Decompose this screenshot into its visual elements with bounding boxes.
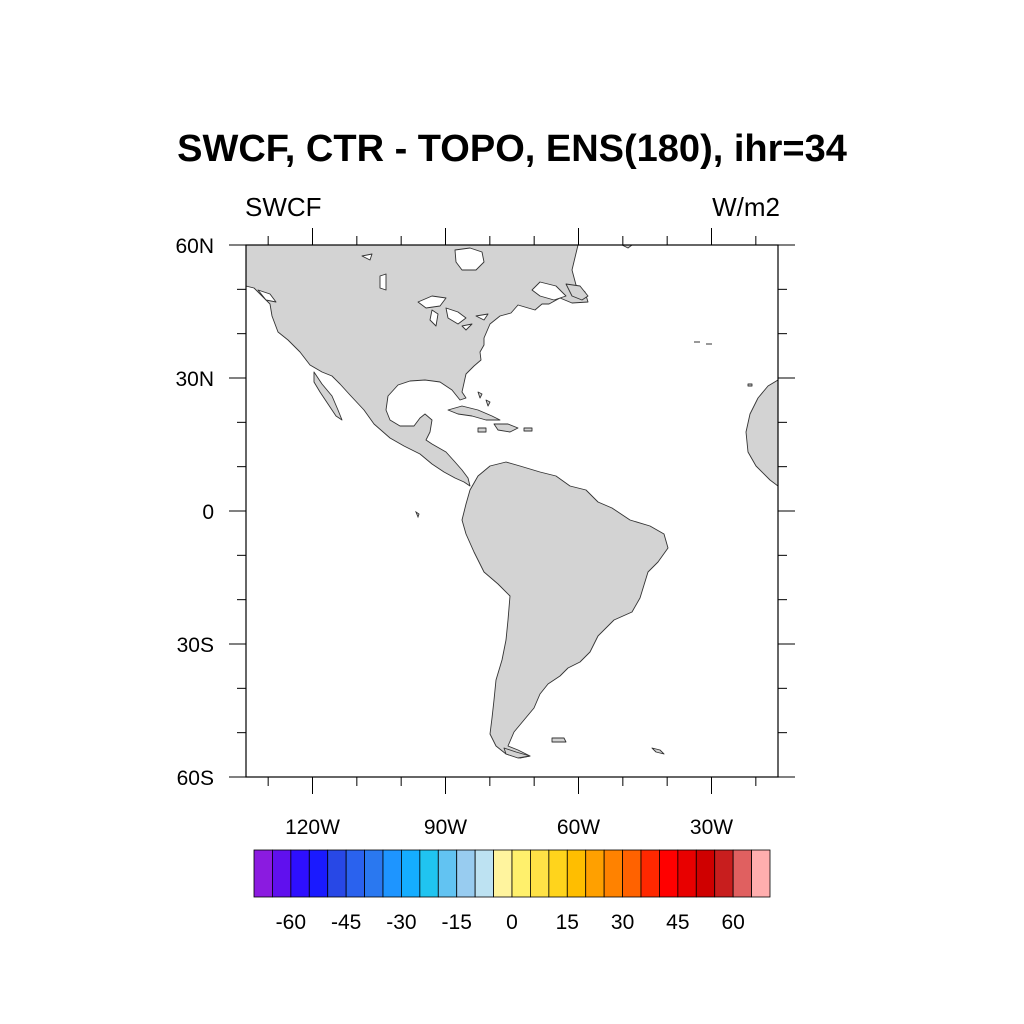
latitude-labels: 60N 30N 0 30S 60S <box>175 235 214 790</box>
colorbar-box <box>585 849 605 898</box>
colorbar-box <box>677 849 697 898</box>
landmass-bahamas <box>477 391 491 407</box>
colorbar-box <box>474 849 494 898</box>
landmass-tierra-del-fuego <box>503 747 531 759</box>
landmass-jamaica <box>477 427 487 433</box>
colorbar-box <box>640 849 660 898</box>
colorbar-box <box>419 849 439 898</box>
colorbar-box <box>364 849 384 898</box>
colorbar-label: -30 <box>386 911 416 934</box>
plot-title: SWCF, CTR - TOPO, ENS(180), ihr=34 <box>177 128 847 170</box>
colorbar-box <box>253 849 273 898</box>
colorbar-label: 60 <box>721 911 744 934</box>
colorbar-box <box>659 849 679 898</box>
landmass-newfoundland <box>565 283 589 301</box>
landmass-south-georgia <box>651 747 665 755</box>
colorbar-box <box>272 849 292 898</box>
colorbar-box <box>622 849 642 898</box>
colorbar-box <box>493 849 513 898</box>
landmass-hispaniola <box>493 423 519 433</box>
colorbar-box <box>714 849 734 898</box>
landmass-puerto-rico <box>523 427 533 432</box>
colorbar-box <box>732 849 752 898</box>
colorbar-label: -15 <box>442 911 472 934</box>
landmass-greenland-edge <box>621 245 633 249</box>
colorbar <box>253 849 771 898</box>
landmass-galapagos <box>415 510 420 519</box>
landmass-falklands <box>551 737 567 743</box>
colorbar-box <box>290 849 310 898</box>
colorbar-label: 45 <box>666 911 689 934</box>
colorbar-box <box>751 849 771 898</box>
colorbar-tick-labels: -60 -45 -30 -15 0 15 30 45 60 <box>276 911 745 934</box>
colorbar-box <box>566 849 587 898</box>
lon-tick-label: 30W <box>690 816 733 839</box>
landmass-north-america <box>246 245 589 487</box>
colorbar-box <box>401 849 421 898</box>
lake-winnipeg <box>379 273 387 291</box>
colorbar-box <box>603 849 623 898</box>
lat-tick-label: 60N <box>175 235 214 258</box>
colorbar-box <box>511 849 531 898</box>
units-label: W/m2 <box>712 192 780 222</box>
lat-tick-label: 60S <box>177 767 214 790</box>
colorbar-box <box>382 849 402 898</box>
landmass-azores <box>694 341 712 345</box>
hudson-bay <box>454 247 485 271</box>
landmass-africa <box>745 379 778 487</box>
colorbar-label: -45 <box>331 911 361 934</box>
landmass-baja-california <box>313 371 343 421</box>
lon-tick-label: 60W <box>557 816 600 839</box>
lat-tick-label: 30N <box>175 368 214 391</box>
colorbar-box <box>327 849 347 898</box>
lon-tick-label: 120W <box>285 816 340 839</box>
puget-sound <box>257 289 277 303</box>
colorbar-box <box>530 849 550 898</box>
lon-tick-label: 90W <box>424 816 467 839</box>
colorbar-box <box>695 849 716 898</box>
lake-superior <box>417 295 447 309</box>
axis-ticks <box>229 228 795 794</box>
colorbar-label: 15 <box>556 911 579 934</box>
colorbar-box <box>345 849 365 898</box>
lake-michigan-huron <box>429 307 467 327</box>
great-slave-lake <box>361 253 373 261</box>
colorbar-label: -60 <box>276 911 306 934</box>
gulf-of-st-lawrence <box>531 281 567 301</box>
lat-tick-label: 0 <box>202 501 214 524</box>
landmass-south-america <box>461 461 669 759</box>
colorbar-label: 30 <box>611 911 634 934</box>
colorbar-box <box>456 849 476 898</box>
landmass-cuba <box>447 405 501 421</box>
variable-label: SWCF <box>245 192 322 222</box>
colorbar-label: 0 <box>506 911 518 934</box>
longitude-labels: 120W 90W 60W 30W <box>285 816 733 839</box>
colorbar-box <box>548 849 568 898</box>
landmass-canary-islands <box>747 383 753 387</box>
lake-erie-ontario <box>461 313 489 331</box>
lat-tick-label: 30S <box>177 634 214 657</box>
colorbar-box <box>308 849 329 898</box>
colorbar-box <box>437 849 458 898</box>
